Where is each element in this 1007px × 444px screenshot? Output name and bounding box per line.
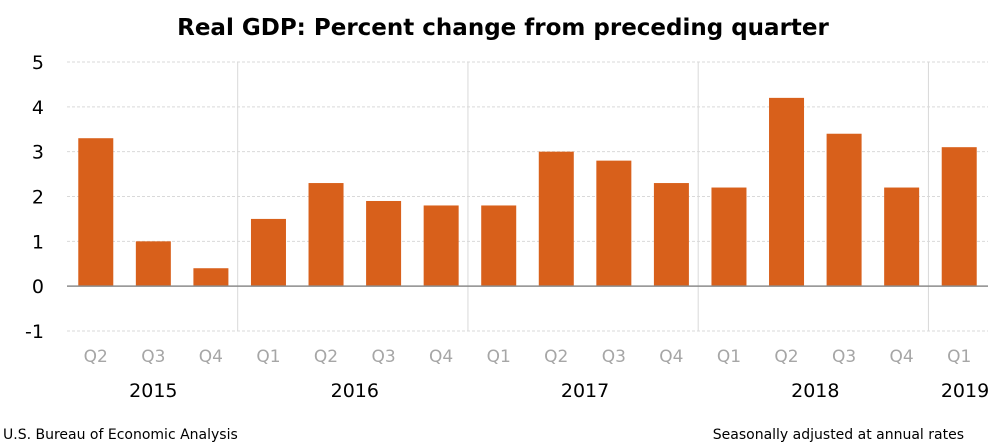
- x-tick-label: Q1: [717, 347, 741, 367]
- bar: [135, 241, 171, 287]
- y-tick-label: 0: [32, 276, 44, 298]
- x-tick-label: Q4: [659, 347, 683, 367]
- x-tick-label: Q2: [314, 347, 338, 367]
- y-tick-label: 5: [32, 52, 44, 74]
- bar: [423, 205, 459, 287]
- bar: [250, 218, 286, 287]
- x-tick-label: Q1: [947, 347, 971, 367]
- x-tick-label: Q4: [890, 347, 914, 367]
- bar: [366, 200, 402, 287]
- year-label: 2017: [561, 380, 609, 402]
- bar: [193, 268, 229, 287]
- y-tick-label: 3: [32, 142, 44, 164]
- adjustment-note: Seasonally adjusted at annual rates: [713, 427, 964, 443]
- y-tick-label: 2: [32, 187, 44, 209]
- x-tick-label: Q2: [544, 347, 568, 367]
- x-tick-label: Q2: [774, 347, 798, 367]
- source-note: U.S. Bureau of Economic Analysis: [3, 427, 238, 443]
- x-tick-label: Q1: [256, 347, 280, 367]
- x-tick-label: Q4: [429, 347, 453, 367]
- year-label: 2018: [791, 380, 839, 402]
- x-tick-label: Q3: [832, 347, 856, 367]
- bar: [884, 187, 920, 287]
- x-tick-label: Q3: [141, 347, 165, 367]
- bar: [653, 183, 689, 287]
- bar: [538, 151, 574, 287]
- x-tick-label: Q3: [602, 347, 626, 367]
- bar: [78, 138, 114, 287]
- chart-title: Real GDP: Percent change from preceding …: [177, 15, 829, 41]
- year-label: 2015: [129, 380, 177, 402]
- bar: [711, 187, 747, 287]
- x-tick-label: Q2: [84, 347, 108, 367]
- y-tick-label: -1: [25, 321, 44, 343]
- bar: [308, 183, 344, 287]
- year-label: 2019: [941, 380, 989, 402]
- y-tick-label: 4: [32, 97, 44, 119]
- x-tick-label: Q4: [199, 347, 223, 367]
- bar: [481, 205, 517, 287]
- x-tick-label: Q1: [487, 347, 511, 367]
- bar: [596, 160, 632, 287]
- year-label: 2016: [331, 380, 379, 402]
- x-tick-label: Q3: [371, 347, 395, 367]
- bar: [941, 147, 977, 287]
- bar: [769, 97, 805, 287]
- y-tick-label: 1: [32, 231, 44, 253]
- bar: [826, 133, 862, 287]
